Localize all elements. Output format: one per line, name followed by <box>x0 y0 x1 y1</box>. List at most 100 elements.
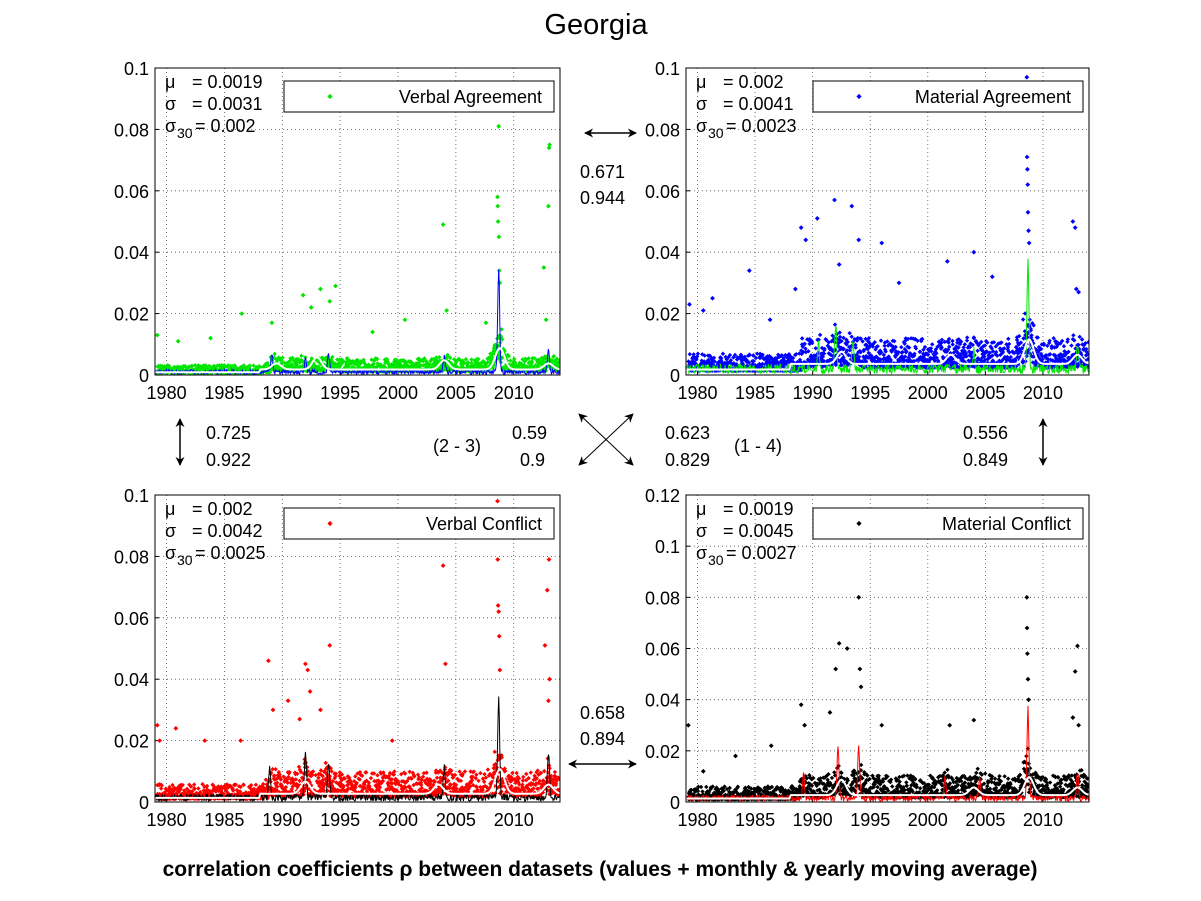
data-point <box>337 773 342 778</box>
data-point <box>201 788 206 793</box>
data-point <box>930 342 935 347</box>
data-point <box>380 775 385 780</box>
data-point <box>847 330 852 336</box>
data-point <box>443 765 448 770</box>
data-point <box>556 364 560 369</box>
x-tick-label: 1985 <box>204 383 244 403</box>
x-tick-label: 2000 <box>908 383 948 403</box>
data-point <box>798 359 803 365</box>
axes-frame <box>685 67 1090 376</box>
data-point <box>352 779 357 784</box>
data-point <box>944 349 950 354</box>
data-point <box>947 344 952 349</box>
stat-symbol: σ <box>696 116 707 136</box>
data-point <box>831 349 836 354</box>
data-point <box>554 791 559 797</box>
data-point <box>543 355 548 360</box>
data-point <box>1047 338 1052 343</box>
data-point <box>1065 364 1071 370</box>
data-point <box>739 358 744 364</box>
data-point <box>510 770 515 776</box>
data-point-spike <box>1024 154 1030 160</box>
data-point <box>495 757 500 763</box>
data-point <box>310 772 315 778</box>
data-point <box>515 774 520 780</box>
data-point <box>844 348 850 353</box>
data-point <box>988 354 993 360</box>
data-point <box>1058 341 1063 346</box>
data-point <box>692 355 697 360</box>
data-point <box>450 786 455 791</box>
data-point <box>224 782 230 787</box>
data-point <box>330 783 335 789</box>
data-point <box>833 362 838 368</box>
data-point <box>876 349 882 355</box>
data-point <box>536 772 541 777</box>
data-point <box>359 773 365 778</box>
data-point <box>178 786 183 792</box>
data-point-spike <box>370 329 375 335</box>
data-point <box>824 337 829 343</box>
data-point <box>997 346 1003 351</box>
data-point <box>951 350 957 355</box>
data-point <box>485 767 491 772</box>
data-point <box>708 361 714 366</box>
data-point <box>483 775 489 780</box>
data-point <box>542 768 547 774</box>
data-point <box>856 350 861 355</box>
data-point <box>499 789 504 794</box>
data-point-spike <box>1024 74 1030 80</box>
data-point <box>1002 346 1007 351</box>
data-point <box>836 358 841 363</box>
data-point-spike <box>440 222 446 227</box>
data-point <box>305 769 311 774</box>
data-point <box>515 363 520 369</box>
data-point <box>695 351 701 356</box>
data-point <box>1084 346 1089 352</box>
data-point <box>879 350 884 355</box>
data-point <box>982 354 987 359</box>
data-point <box>238 784 243 790</box>
data-point <box>980 355 985 360</box>
data-point <box>468 769 473 774</box>
data-point <box>1055 342 1061 347</box>
data-point <box>300 776 306 781</box>
data-point <box>907 357 912 362</box>
data-point <box>204 783 210 789</box>
data-point <box>884 356 889 361</box>
data-point <box>280 355 285 360</box>
data-point <box>403 780 408 785</box>
data-point <box>273 767 278 772</box>
data-point <box>425 782 431 788</box>
x-tick-label: 1985 <box>204 810 244 830</box>
data-point <box>522 362 527 368</box>
data-point <box>526 775 531 781</box>
x-tick-label: 1995 <box>320 810 360 830</box>
data-point <box>863 336 868 342</box>
data-point <box>416 775 422 780</box>
data-point <box>517 365 522 370</box>
data-point <box>338 775 343 781</box>
data-point-spike <box>1024 166 1030 172</box>
data-point <box>1076 342 1081 348</box>
data-point <box>928 346 934 351</box>
data-point <box>552 359 558 364</box>
y-tick-label: 0.04 <box>114 670 149 690</box>
data-point <box>812 353 817 358</box>
data-point <box>856 357 862 363</box>
data-point <box>811 363 816 369</box>
data-point <box>849 334 854 339</box>
data-point <box>492 749 497 755</box>
data-point <box>241 363 247 368</box>
data-point-spike <box>849 203 855 209</box>
data-point <box>993 349 999 355</box>
data-point <box>157 782 162 787</box>
data-point <box>732 352 738 358</box>
data-point <box>513 780 518 786</box>
data-point <box>460 771 465 777</box>
stat-symbol: σ <box>696 94 707 114</box>
data-point <box>370 787 375 793</box>
data-point <box>424 792 429 798</box>
